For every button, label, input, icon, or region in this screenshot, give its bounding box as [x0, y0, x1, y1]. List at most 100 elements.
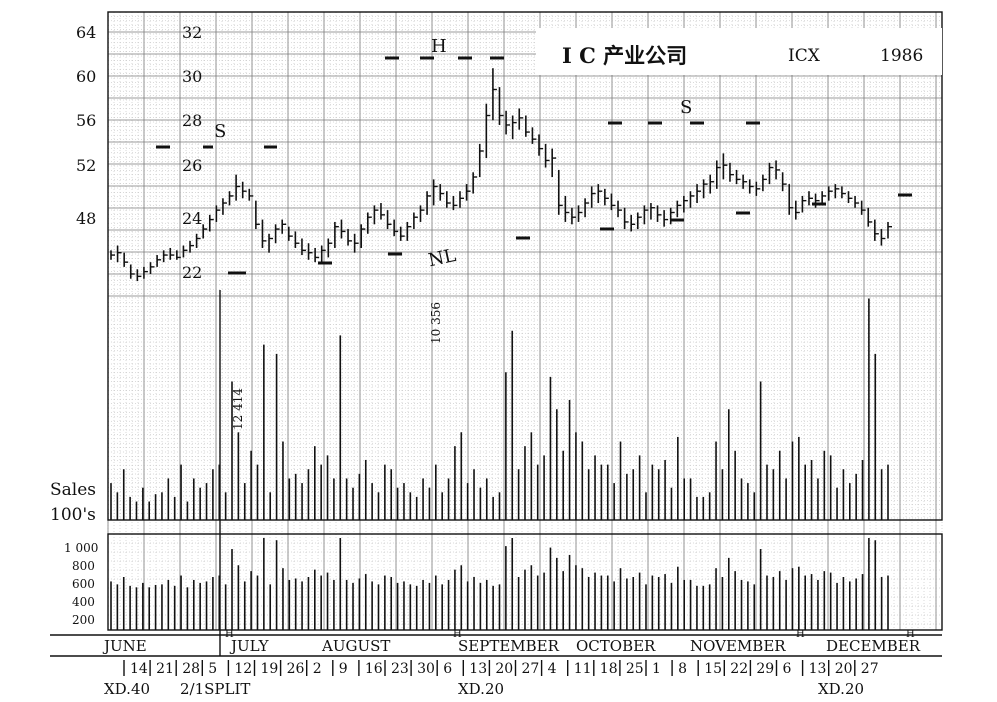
week-label: 29: [756, 661, 774, 677]
volume-bars: [110, 298, 889, 630]
price-bar: [169, 247, 175, 260]
right-axis-tick: 22: [182, 263, 202, 282]
price-bar: [307, 243, 313, 260]
price-bar: [617, 200, 623, 218]
chart-year: 1986: [880, 46, 923, 66]
chart-ticker: ICX: [788, 46, 821, 66]
week-label: 13: [469, 661, 487, 677]
left-axis-tick: 60: [76, 67, 96, 86]
price-bar: [222, 198, 227, 215]
event-label: 2/1SPLIT: [180, 680, 250, 698]
holiday-marker: H: [796, 629, 805, 640]
left-shoulder-label: S: [214, 121, 226, 142]
price-bar: [742, 174, 748, 189]
price-bar: [261, 219, 267, 248]
price-panel-frame: [107, 11, 943, 521]
price-bar: [149, 262, 155, 274]
price-bar: [544, 143, 550, 168]
volume-axis-tick: 800: [72, 559, 95, 573]
month-label: OCTOBER: [576, 637, 656, 655]
price-bar: [215, 205, 221, 222]
price-bar: [597, 184, 603, 204]
price-bar: [755, 181, 761, 196]
price-bar: [340, 219, 346, 239]
price-bar: [650, 203, 655, 220]
price-bar: [162, 250, 168, 263]
right-axis-tick: 26: [182, 156, 202, 175]
price-bar: [518, 108, 524, 130]
price-bar: [775, 160, 781, 180]
month-label: SEPTEMBER: [458, 637, 560, 655]
head-label: H: [431, 36, 447, 57]
price-bar: [492, 68, 497, 121]
price-bar: [801, 195, 807, 213]
week-label: 28: [182, 661, 200, 677]
price-bar: [419, 205, 425, 222]
left-axis-tick: 52: [76, 156, 96, 175]
price-bar: [623, 207, 629, 230]
price-bar: [478, 143, 484, 178]
price-bar: [156, 255, 162, 267]
price-bar: [182, 245, 188, 258]
price-bar: [301, 238, 306, 256]
price-bar: [551, 148, 557, 178]
title-box: [536, 28, 942, 75]
price-bar: [808, 191, 813, 206]
price-bar: [176, 250, 181, 260]
price-bar: [485, 103, 491, 159]
price-bar: [669, 207, 675, 225]
price-bar: [116, 245, 122, 263]
week-label: 20: [495, 661, 513, 677]
left-axis-tick: 56: [76, 111, 96, 130]
price-bar: [795, 200, 800, 220]
price-bar: [294, 231, 300, 248]
month-label: JUNE: [102, 637, 147, 655]
week-label: 27: [861, 661, 879, 677]
week-label: 20: [835, 661, 853, 677]
price-bar: [189, 240, 195, 253]
price-bar: [353, 233, 359, 253]
price-bar: [334, 221, 339, 248]
price-bar: [571, 207, 576, 225]
holiday-marker: H: [906, 629, 915, 640]
price-bar: [472, 172, 478, 194]
price-bar: [696, 184, 702, 204]
price-bar: [399, 226, 405, 241]
event-label: XD.40: [104, 680, 150, 698]
price-bar: [123, 252, 129, 267]
price-bar: [584, 198, 590, 218]
week-label: 11: [574, 661, 592, 677]
left-axis-tick: 48: [76, 209, 96, 228]
price-bar: [531, 127, 537, 144]
price-bar: [834, 184, 840, 199]
price-bar: [255, 200, 260, 230]
left-axis-tick: 64: [76, 23, 96, 42]
price-bar: [202, 224, 208, 239]
price-bar: [314, 247, 320, 263]
month-label: DECEMBER: [826, 637, 921, 655]
event-label: XD.20: [458, 680, 504, 698]
price-bar: [498, 87, 504, 125]
price-bar: [320, 245, 326, 263]
price-bar: [505, 110, 511, 135]
price-bar: [432, 179, 438, 206]
volume-unit-label: 100's: [50, 505, 96, 525]
price-bar: [564, 195, 570, 222]
price-bar: [847, 191, 853, 204]
price-bar: [557, 169, 563, 215]
right-axis-tick: 30: [182, 67, 202, 86]
price-bar: [248, 188, 254, 201]
chart-grid: [50, 11, 943, 657]
week-label: 26: [287, 661, 305, 677]
price-bar: [241, 181, 247, 199]
week-label: 25: [626, 661, 644, 677]
price-bar: [702, 179, 708, 199]
price-bar: [604, 188, 609, 206]
month-label: JULY: [229, 637, 270, 655]
right-axis-tick: 24: [182, 209, 202, 228]
holiday-marker: H: [453, 629, 462, 640]
week-label: 9: [339, 661, 348, 677]
peak-volume-label-1: 12 414: [231, 388, 245, 430]
price-bar: [722, 153, 728, 180]
